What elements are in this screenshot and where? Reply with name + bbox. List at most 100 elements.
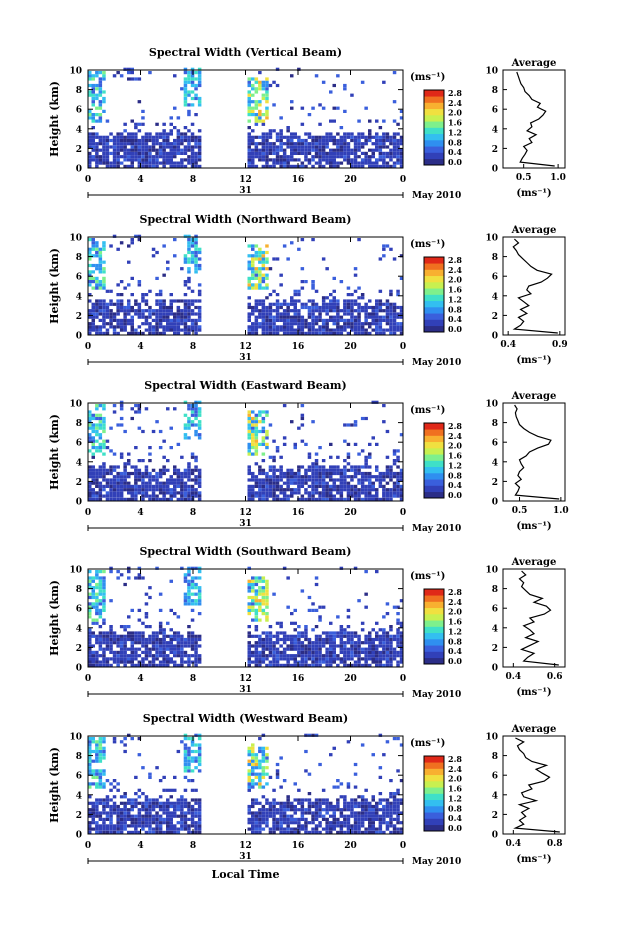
heatmap-cell — [169, 478, 173, 482]
heatmap-cell — [180, 267, 184, 271]
heatmap-cell — [180, 491, 184, 495]
heatmap-cell — [293, 782, 297, 786]
heatmap-cell — [130, 484, 134, 488]
heatmap-cell — [314, 151, 319, 155]
heatmap-cell — [173, 814, 177, 818]
date-label: May 2010 — [412, 524, 461, 534]
heatmap-cell — [353, 468, 358, 472]
heatmap-cell — [378, 824, 383, 828]
heatmap-cell — [353, 647, 358, 651]
heatmap-cell — [258, 779, 262, 783]
heatmap-cell — [98, 100, 103, 104]
heatmap-cell — [353, 145, 358, 149]
heatmap-cell — [116, 293, 120, 297]
heatmap-cell — [127, 484, 131, 488]
heatmap-cell — [293, 608, 297, 612]
heatmap-cell — [95, 280, 99, 284]
heatmap-cell — [254, 821, 259, 825]
heatmap-cell — [392, 318, 397, 322]
heatmap-cell — [130, 634, 134, 638]
heatmap-cell — [162, 811, 166, 815]
heatmap-cell — [95, 142, 99, 146]
heatmap-cell — [109, 804, 113, 809]
heatmap-cell — [325, 494, 329, 498]
heatmap-cell — [385, 455, 390, 459]
heatmap-cell — [251, 586, 255, 590]
heatmap-cell — [282, 331, 287, 335]
heatmap-cell — [194, 641, 198, 645]
heatmap-cell — [297, 315, 301, 319]
heatmap-cell — [325, 318, 329, 322]
heatmap-cell — [350, 644, 354, 648]
heatmap-cell — [151, 830, 156, 834]
heatmap-cell — [134, 122, 138, 126]
heatmap-cell — [297, 478, 301, 482]
heatmap-cell — [169, 817, 173, 821]
heatmap-cell — [307, 455, 312, 459]
heatmap-cell — [275, 325, 280, 329]
heatmap-cell — [197, 283, 202, 287]
heatmap-cell — [123, 145, 127, 149]
heatmap-cell — [290, 100, 294, 104]
heatmap-cell — [105, 155, 110, 159]
heatmap-cell — [151, 804, 156, 809]
heatmap-cell — [389, 792, 393, 796]
heatmap-cell — [127, 615, 131, 619]
heatmap-cell — [187, 148, 191, 152]
heatmap-cell — [144, 322, 149, 326]
heatmap-cell — [187, 570, 191, 574]
heatmap-cell — [137, 491, 142, 495]
heatmap-cell — [158, 654, 163, 658]
heatmap-cell — [261, 589, 266, 593]
heatmap-cell — [194, 241, 198, 245]
heatmap-cell — [311, 305, 315, 310]
heatmap-cell — [261, 488, 266, 492]
heatmap-cell — [258, 273, 262, 277]
heatmap-cell — [95, 74, 99, 78]
heatmap-cell — [102, 602, 106, 606]
heatmap-cell — [88, 250, 92, 255]
heatmap-cell — [385, 145, 390, 149]
heatmap-cell — [321, 475, 326, 479]
heatmap-cell — [290, 663, 294, 667]
heatmap-cell — [102, 827, 106, 831]
heatmap-cell — [251, 439, 255, 443]
heatmap-cell — [105, 302, 110, 306]
heatmap-cell — [91, 821, 95, 825]
heatmap-cell — [254, 302, 259, 306]
heatmap-cell — [290, 634, 294, 638]
heatmap-cell — [339, 811, 344, 815]
heatmap-cell — [332, 657, 336, 661]
heatmap-cell — [137, 410, 142, 414]
heatmap-cell — [91, 100, 95, 104]
heatmap-cell — [339, 650, 344, 654]
heatmap-cell — [275, 158, 280, 162]
heatmap-cell — [346, 322, 351, 326]
heatmap-cell — [297, 247, 301, 251]
heatmap-cell — [137, 283, 142, 287]
heatmap-cell — [375, 631, 379, 635]
heatmap-cell — [254, 151, 259, 155]
heatmap-cell — [293, 644, 297, 648]
heatmap-cell — [343, 328, 347, 332]
heatmap-cell — [286, 315, 290, 319]
heatmap-cell — [385, 631, 390, 635]
heatmap-cell — [197, 145, 202, 149]
heatmap-cell — [261, 122, 266, 126]
heatmap-cell — [304, 660, 308, 664]
heatmap-cell — [91, 439, 95, 443]
y-axis-label: Height (km) — [48, 248, 61, 324]
heatmap-cell — [353, 289, 358, 293]
heatmap-cell — [254, 814, 259, 818]
heatmap-cell — [127, 481, 131, 485]
heatmap-cell — [268, 481, 273, 485]
heatmap-cell — [109, 309, 113, 313]
heatmap-cell — [105, 827, 110, 831]
heatmap-cell — [261, 599, 266, 603]
heatmap-cell — [336, 145, 340, 149]
heatmap-cell — [187, 129, 191, 133]
heatmap-cell — [194, 238, 198, 242]
heatmap-cell — [176, 821, 181, 825]
heatmap-cell — [112, 808, 117, 812]
heatmap-cell — [371, 148, 375, 152]
